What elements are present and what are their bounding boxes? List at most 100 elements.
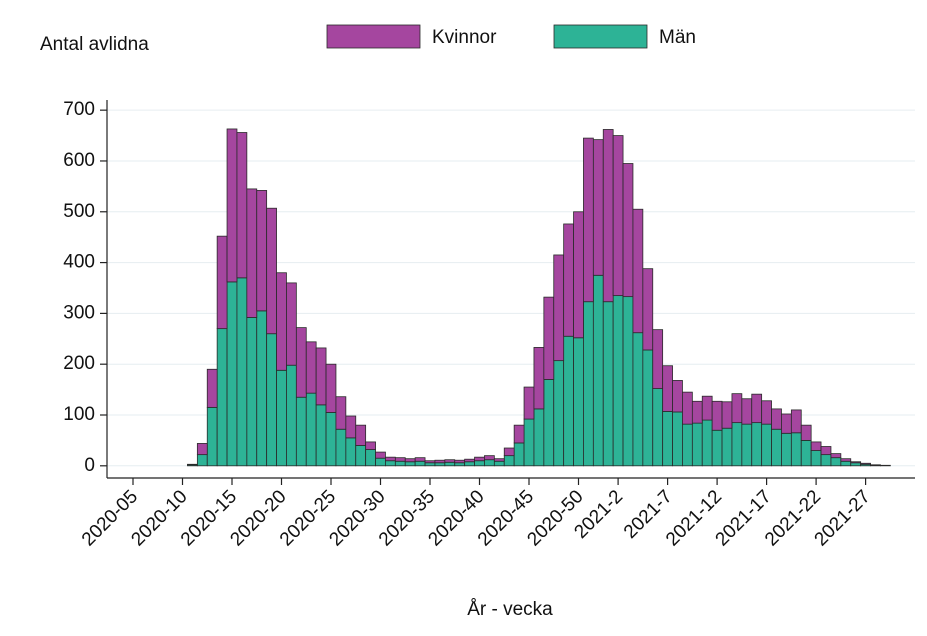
bar-segment [523, 386, 535, 420]
bar-segment [325, 363, 337, 413]
legend-label: Män [659, 27, 696, 48]
bar-segment [276, 272, 287, 371]
bar-segment [583, 301, 594, 467]
bar-segment [790, 409, 802, 434]
bar-segment [741, 398, 753, 425]
bar-segment [375, 451, 386, 459]
bar-segment [295, 396, 307, 467]
bar-segment [236, 132, 248, 279]
y-tick-label: 300 [63, 302, 95, 323]
legend-swatch [326, 24, 421, 49]
bar-segment [592, 274, 604, 467]
y-tick-label: 200 [63, 353, 95, 374]
x-axis-title: År - vecka [467, 599, 553, 620]
bar-segment [266, 207, 277, 335]
bar-segment [256, 310, 268, 467]
bar-segment [771, 428, 782, 467]
bar-segment [365, 441, 376, 450]
bar-segment [236, 277, 248, 467]
bar-segment [672, 380, 683, 413]
bar-segment [731, 393, 743, 424]
bar-segment [206, 368, 218, 408]
y-axis-title: Antal avlidna [40, 34, 149, 55]
bar-segment [266, 333, 277, 467]
bar-segment [632, 332, 644, 467]
bar-segment [513, 442, 525, 467]
bar-segment [563, 223, 574, 337]
bar-segment [771, 408, 782, 430]
bar-segment [444, 461, 456, 467]
bar-segment [305, 392, 317, 467]
bar-segment [246, 188, 258, 318]
bar-segment [642, 349, 654, 467]
bar-segment [295, 327, 307, 398]
y-tick-label: 600 [63, 150, 95, 171]
bar-segment [622, 163, 634, 298]
bar-segment [662, 365, 673, 412]
bar-segment [226, 281, 238, 467]
bar-segment [820, 446, 832, 456]
bar-segment [830, 453, 842, 459]
bar-segment [503, 447, 515, 457]
bar-segment [276, 369, 287, 467]
bar-segment [286, 282, 297, 366]
legend-label: Kvinnor [432, 27, 497, 48]
bar-segment [632, 208, 644, 334]
bar-segment [474, 460, 485, 467]
bar-segment [474, 456, 485, 462]
bar-segment [216, 328, 228, 467]
bar-segment [592, 139, 604, 276]
bar-segment [682, 423, 693, 467]
bar-segment [256, 190, 268, 312]
bar-segment [484, 455, 495, 461]
bar-segment [216, 235, 228, 330]
bar-segment [365, 449, 376, 467]
bar-segment [701, 419, 713, 467]
bar-segment [870, 464, 881, 466]
bar-segment [810, 450, 822, 467]
bar-segment [464, 461, 475, 467]
bar-segment [761, 423, 772, 467]
bar-segment [493, 460, 505, 467]
bar-segment [761, 400, 772, 425]
y-tick-label: 400 [63, 252, 95, 273]
bar-segment [454, 459, 466, 464]
bar-segment [543, 296, 555, 380]
bar-segment [543, 379, 555, 467]
bar-segment [286, 364, 297, 467]
bar-segment [790, 432, 802, 467]
bar-segment [196, 443, 208, 456]
bar-segment [484, 459, 495, 467]
bar-segment [394, 457, 406, 462]
x-tick-label: 2020-50 [523, 486, 587, 550]
bar-segment [682, 391, 693, 425]
bar-segment [553, 360, 565, 467]
bar-segment [800, 424, 812, 441]
bar-segment [781, 432, 792, 467]
bar-segment [533, 408, 545, 467]
bar-segment [691, 422, 703, 467]
bar-segment [434, 462, 446, 467]
bar-segment [404, 461, 416, 467]
bar-segment [325, 412, 337, 467]
bar-segment [503, 455, 515, 467]
bar-segment [672, 411, 683, 467]
bar-segment [335, 396, 347, 430]
bar-segment [573, 211, 584, 339]
bar-segment [583, 137, 594, 303]
bar-segment [721, 401, 733, 429]
bar-segment [444, 459, 456, 463]
bar-segment [711, 429, 723, 467]
bar-segment [850, 461, 862, 464]
bar-segment [493, 458, 505, 462]
bar-segment [187, 463, 198, 466]
bar-segment [464, 458, 475, 463]
bar-segment [731, 422, 743, 467]
bar-segment [385, 460, 396, 467]
bar-segment [345, 437, 357, 467]
bar-segment [711, 400, 723, 431]
bar-segment [721, 427, 733, 467]
bar-segment [404, 458, 416, 463]
bar-segment [840, 458, 852, 462]
